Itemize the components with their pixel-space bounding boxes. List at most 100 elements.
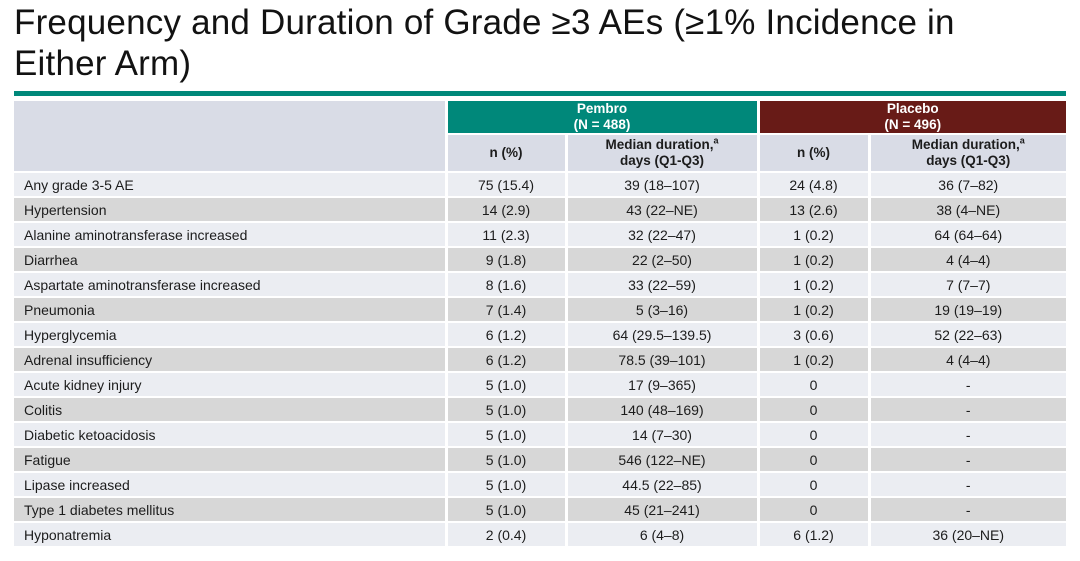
pembro-n-cell: 14 (2.9) <box>446 197 568 223</box>
placebo-n-cell: 3 (0.6) <box>758 322 871 348</box>
pembro-median-cell: 39 (18–107) <box>566 172 760 198</box>
placebo-median-cell: - <box>869 447 1066 473</box>
pembro-n-cell: 5 (1.0) <box>446 497 568 523</box>
placebo-median-cell: 4 (4–4) <box>869 247 1066 273</box>
pembro-n-cell: 2 (0.4) <box>446 522 568 548</box>
pembro-median-cell: 43 (22–NE) <box>566 197 760 223</box>
table-row: Hypertension 14 (2.9) 43 (22–NE) 13 (2.6… <box>14 197 1066 223</box>
pembro-n-cell: 11 (2.3) <box>446 222 568 248</box>
pembro-label: Pembro <box>576 101 628 116</box>
placebo-n-cell: 0 <box>758 422 871 448</box>
placebo-n-cell: 1 (0.2) <box>758 247 871 273</box>
placebo-n-cell: 0 <box>758 497 871 523</box>
table-row: Hyperglycemia 6 (1.2) 64 (29.5–139.5) 3 … <box>14 322 1066 348</box>
pembro-median-cell: 17 (9–365) <box>566 372 760 398</box>
pembro-median-cell: 33 (22–59) <box>566 272 760 298</box>
pembro-median-cell: 5 (3–16) <box>566 297 760 323</box>
ae-name-cell: Lipase increased <box>14 472 448 498</box>
pembro-n-cell: 75 (15.4) <box>446 172 568 198</box>
footnote-marker-a: a <box>1019 135 1025 146</box>
placebo-n-cell: 1 (0.2) <box>758 297 871 323</box>
placebo-median-cell: - <box>869 472 1066 498</box>
table-row: Type 1 diabetes mellitus 5 (1.0) 45 (21–… <box>14 497 1066 523</box>
placebo-median-cell: 38 (4–NE) <box>869 197 1066 223</box>
pembro-n-cell: 9 (1.8) <box>446 247 568 273</box>
pembro-n: (N = 488) <box>573 117 631 132</box>
placebo-n-cell: 13 (2.6) <box>758 197 871 223</box>
pembro-median-cell: 64 (29.5–139.5) <box>566 322 760 348</box>
ae-name-cell: Alanine aminotransferase increased <box>14 222 448 248</box>
table-row: Alanine aminotransferase increased 11 (2… <box>14 222 1066 248</box>
placebo-n-cell: 1 (0.2) <box>758 272 871 298</box>
placebo-median-cell: 52 (22–63) <box>869 322 1066 348</box>
placebo-median-cell: - <box>869 397 1066 423</box>
placebo-median-cell: 64 (64–64) <box>869 222 1066 248</box>
subheader-placebo-median: Median duration,a days (Q1-Q3) <box>869 134 1066 173</box>
ae-name-cell: Aspartate aminotransferase increased <box>14 272 448 298</box>
pembro-n-cell: 5 (1.0) <box>446 397 568 423</box>
ae-name-cell: Adrenal insufficiency <box>14 347 448 373</box>
pembro-n-cell: 8 (1.6) <box>446 272 568 298</box>
pembro-median-cell: 14 (7–30) <box>566 422 760 448</box>
sub-header-row: n (%) Median duration,a days (Q1-Q3) n (… <box>14 134 1066 173</box>
pembro-n-cell: 7 (1.4) <box>446 297 568 323</box>
placebo-n-cell: 1 (0.2) <box>758 222 871 248</box>
ae-name-cell: Fatigue <box>14 447 448 473</box>
ae-name-cell: Diarrhea <box>14 247 448 273</box>
ae-name-cell: Hyperglycemia <box>14 322 448 348</box>
placebo-n-cell: 0 <box>758 372 871 398</box>
subheader-pembro-n-pct: n (%) <box>446 134 568 173</box>
placebo-median-cell: - <box>869 372 1066 398</box>
ae-table-body: Any grade 3-5 AE 75 (15.4) 39 (18–107) 2… <box>14 172 1066 548</box>
ae-name-cell: Acute kidney injury <box>14 372 448 398</box>
placebo-median-cell: 36 (20–NE) <box>869 522 1066 548</box>
placebo-n-cell: 0 <box>758 397 871 423</box>
pembro-median-cell: 140 (48–169) <box>566 397 760 423</box>
table-row: Fatigue 5 (1.0) 546 (122–NE) 0 - <box>14 447 1066 473</box>
placebo-n-cell: 0 <box>758 472 871 498</box>
pembro-median-cell: 32 (22–47) <box>566 222 760 248</box>
placebo-n-cell: 6 (1.2) <box>758 522 871 548</box>
page-title-line1: Frequency and Duration of Grade ≥3 AEs (… <box>14 3 955 42</box>
pembro-median-cell: 78.5 (39–101) <box>566 347 760 373</box>
pembro-median-cell: 22 (2–50) <box>566 247 760 273</box>
placebo-label: Placebo <box>886 101 939 116</box>
footnote-marker-a: a <box>713 135 719 146</box>
ae-name-cell: Diabetic ketoacidosis <box>14 422 448 448</box>
placebo-n-cell: 1 (0.2) <box>758 347 871 373</box>
placebo-n-cell: 24 (4.8) <box>758 172 871 198</box>
ae-name-cell: Any grade 3-5 AE <box>14 172 448 198</box>
pembro-median-cell: 44.5 (22–85) <box>566 472 760 498</box>
pembro-n-cell: 5 (1.0) <box>446 422 568 448</box>
placebo-median-cell: - <box>869 422 1066 448</box>
table-row: Adrenal insufficiency 6 (1.2) 78.5 (39–1… <box>14 347 1066 373</box>
ae-name-cell: Colitis <box>14 397 448 423</box>
group-header-row: Pembro (N = 488) Placebo (N = 496) <box>14 101 1066 173</box>
placebo-median-cell: 4 (4–4) <box>869 347 1066 373</box>
table-row: Lipase increased 5 (1.0) 44.5 (22–85) 0 … <box>14 472 1066 498</box>
page-title: Frequency and Duration of Grade ≥3 AEs (… <box>14 2 1066 84</box>
table-row: Hyponatremia 2 (0.4) 6 (4–8) 6 (1.2) 36 … <box>14 522 1066 548</box>
subheader-pembro-median: Median duration,a days (Q1-Q3) <box>566 134 760 173</box>
pembro-n-cell: 6 (1.2) <box>446 347 568 373</box>
group-header-pembro: Pembro (N = 488) <box>446 101 760 135</box>
table-row: Pneumonia 7 (1.4) 5 (3–16) 1 (0.2) 19 (1… <box>14 297 1066 323</box>
table-row: Diarrhea 9 (1.8) 22 (2–50) 1 (0.2) 4 (4–… <box>14 247 1066 273</box>
ae-name-cell: Pneumonia <box>14 297 448 323</box>
pembro-n-cell: 6 (1.2) <box>446 322 568 348</box>
placebo-median-cell: 36 (7–82) <box>869 172 1066 198</box>
placebo-n-cell: 0 <box>758 447 871 473</box>
table-row: Any grade 3-5 AE 75 (15.4) 39 (18–107) 2… <box>14 172 1066 198</box>
placebo-median-cell: - <box>869 497 1066 523</box>
corner-cell <box>14 101 448 173</box>
table-row: Acute kidney injury 5 (1.0) 17 (9–365) 0… <box>14 372 1066 398</box>
title-divider-rule <box>14 91 1066 96</box>
placebo-n: (N = 496) <box>884 117 942 132</box>
table-row: Aspartate aminotransferase increased 8 (… <box>14 272 1066 298</box>
table-row: Diabetic ketoacidosis 5 (1.0) 14 (7–30) … <box>14 422 1066 448</box>
pembro-n-cell: 5 (1.0) <box>446 447 568 473</box>
pembro-n-cell: 5 (1.0) <box>446 372 568 398</box>
pembro-n-cell: 5 (1.0) <box>446 472 568 498</box>
subheader-placebo-n-pct: n (%) <box>758 134 871 173</box>
